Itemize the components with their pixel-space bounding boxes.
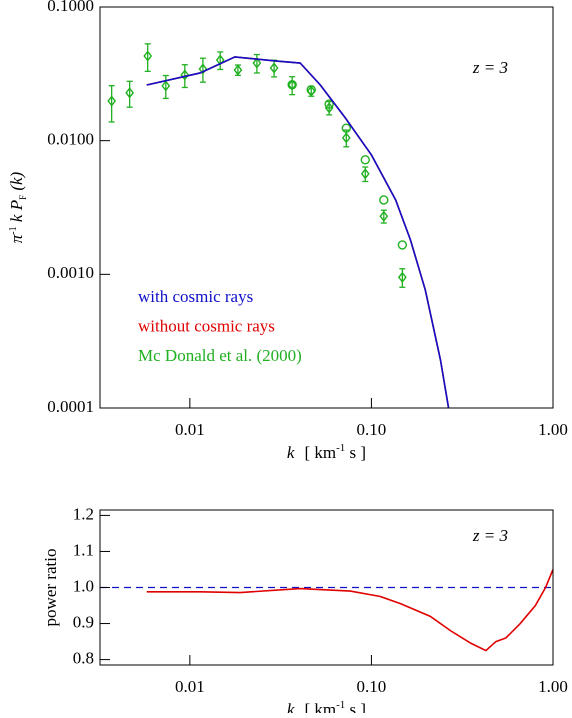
circle-marker <box>360 155 370 165</box>
diamond-marker <box>324 102 334 114</box>
y-label-part: -1 <box>8 226 19 234</box>
x-tick-label: 1.00 <box>538 677 568 696</box>
annotation: z = 3 <box>472 526 508 545</box>
diamond-marker <box>287 79 297 91</box>
x-label-part: s ] <box>345 700 366 713</box>
y-axis-label: power ratio <box>41 549 60 627</box>
x-label-part: s ] <box>345 443 366 462</box>
y-tick-label: 0.0001 <box>47 397 94 416</box>
x-tick-label: 0.10 <box>357 677 387 696</box>
diamond-marker <box>107 95 117 107</box>
y-tick-label: 1.0 <box>73 576 94 595</box>
annotation: z = 3 <box>472 58 508 77</box>
y-tick-label: 0.0010 <box>47 263 94 282</box>
diamond-marker <box>125 87 135 99</box>
x-tick-label: 0.10 <box>357 420 387 439</box>
diamond-marker <box>397 271 407 283</box>
diamond-marker <box>161 80 171 92</box>
y-tick-label: 0.9 <box>73 612 94 631</box>
diamond-marker <box>269 62 279 74</box>
plot-area <box>107 43 450 408</box>
x-label-part: -1 <box>336 442 345 454</box>
diamond-marker <box>252 57 262 69</box>
legend-entry: with cosmic rays <box>138 287 253 306</box>
x-axis-label: k [ km-1 s ] <box>287 699 366 713</box>
diamond-marker <box>341 132 351 144</box>
x-label-part: k <box>287 443 295 462</box>
diamond-marker <box>360 168 370 180</box>
circle-marker <box>397 240 408 250</box>
y-label-part: k <box>7 210 26 226</box>
y-label-part: F <box>18 195 28 200</box>
y-tick-label: 0.8 <box>73 648 94 667</box>
x-label-part: k <box>287 700 295 713</box>
y-label-part: (k) <box>7 171 26 194</box>
diamond-marker <box>180 69 190 81</box>
diamond-marker <box>143 50 153 62</box>
line <box>146 569 553 652</box>
diamond-marker <box>233 64 243 76</box>
y-tick-label: 1.2 <box>73 504 94 523</box>
diamond-marker <box>306 85 316 97</box>
y-tick-label: 1.1 <box>73 540 94 559</box>
plot-area <box>100 569 553 652</box>
x-axis-label: k [ km-1 s ] <box>287 442 366 462</box>
x-tick-label: 1.00 <box>538 420 568 439</box>
y-axis-label: π-1 k PF (k) <box>7 171 28 243</box>
y-label-part: P <box>7 200 26 211</box>
y-tick-label: 0.1000 <box>47 0 94 15</box>
y-label-part: power ratio <box>41 549 60 627</box>
legend-entry: without cosmic rays <box>138 316 275 335</box>
x-label-part: [ km <box>304 700 336 713</box>
x-tick-label: 0.01 <box>175 677 205 696</box>
diamond-marker <box>379 210 389 222</box>
y-tick-label: 0.0100 <box>47 130 94 149</box>
circle-marker <box>379 195 389 205</box>
y-label-part: π <box>7 234 26 243</box>
line <box>146 56 450 408</box>
x-label-part: [ km <box>304 443 336 462</box>
x-label-part: -1 <box>336 699 345 711</box>
legend-entry: Mc Donald et al. (2000) <box>138 346 302 365</box>
frame <box>99 6 554 409</box>
diamond-marker <box>198 63 208 75</box>
x-tick-label: 0.01 <box>175 420 205 439</box>
